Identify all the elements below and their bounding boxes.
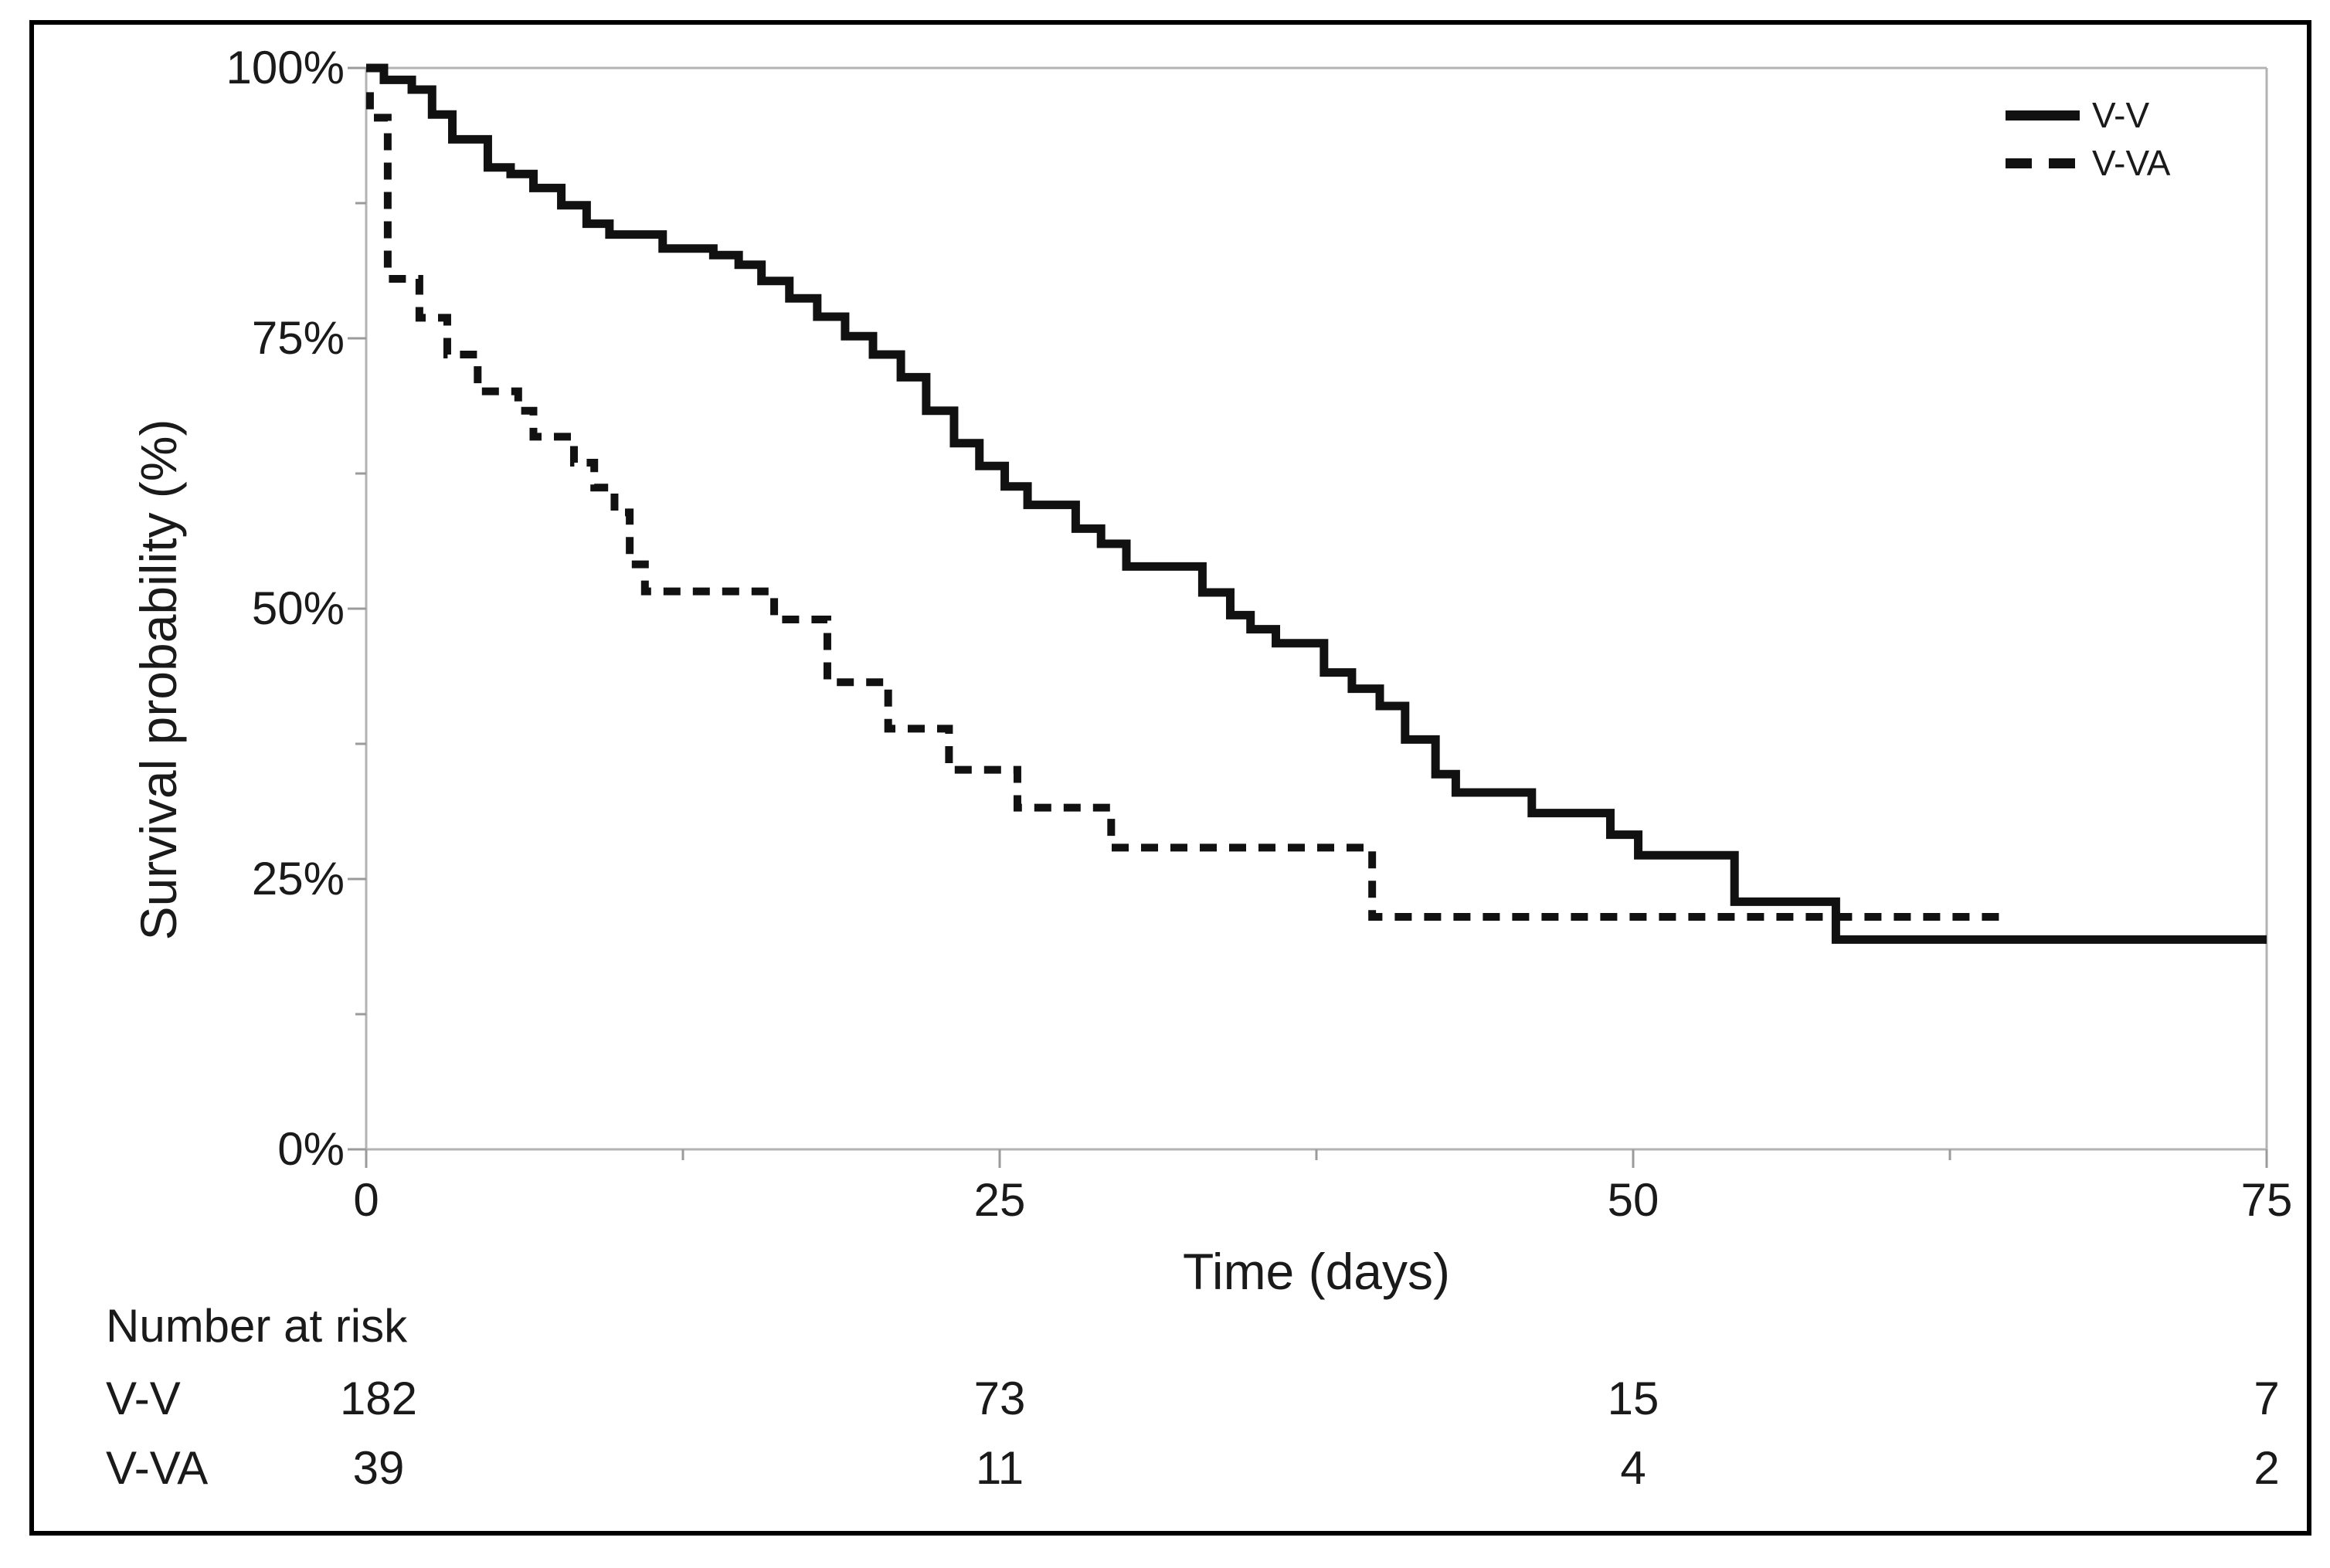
- at-risk-value: 2: [2254, 1442, 2280, 1494]
- at-risk-row-label: V-VA: [106, 1442, 209, 1494]
- y-tick-label: 100%: [226, 42, 345, 93]
- y-tick-label: 25%: [251, 853, 345, 904]
- at-risk-header: Number at risk: [106, 1300, 408, 1352]
- at-risk-value: 11: [975, 1442, 1024, 1494]
- survival-curve-v-va: [365, 92, 2009, 921]
- legend-line-dashed-icon: [2006, 158, 2080, 168]
- legend-item-v-va: V-VA: [2006, 139, 2170, 187]
- at-risk-value: 39: [352, 1442, 405, 1494]
- y-tick-label: 75%: [251, 312, 345, 364]
- x-tick-label: 75: [2240, 1174, 2293, 1226]
- x-tick-label: 25: [973, 1174, 1026, 1226]
- at-risk-row-label: V-V: [106, 1373, 181, 1424]
- legend-item-v-v: V-V: [2006, 91, 2170, 139]
- y-tick-label: 0%: [277, 1123, 345, 1175]
- at-risk-value: 4: [1620, 1442, 1646, 1494]
- x-tick-label: 0: [353, 1174, 379, 1226]
- figure-border: [29, 20, 2311, 1536]
- at-risk-value: 182: [339, 1373, 418, 1424]
- at-risk-value: 15: [1607, 1373, 1659, 1424]
- x-axis-title: Time (days): [1183, 1243, 1450, 1300]
- legend-line-solid-icon: [2006, 110, 2080, 120]
- legend-label: V-VA: [2092, 143, 2171, 183]
- x-tick-label: 50: [1607, 1174, 1659, 1226]
- survival-curve-v-v: [366, 63, 2267, 944]
- legend: V-V V-VA: [2006, 91, 2170, 187]
- at-risk-value: 73: [973, 1373, 1026, 1424]
- legend-label: V-V: [2092, 95, 2150, 135]
- at-risk-value: 7: [2254, 1373, 2280, 1424]
- y-tick-label: 50%: [251, 582, 345, 634]
